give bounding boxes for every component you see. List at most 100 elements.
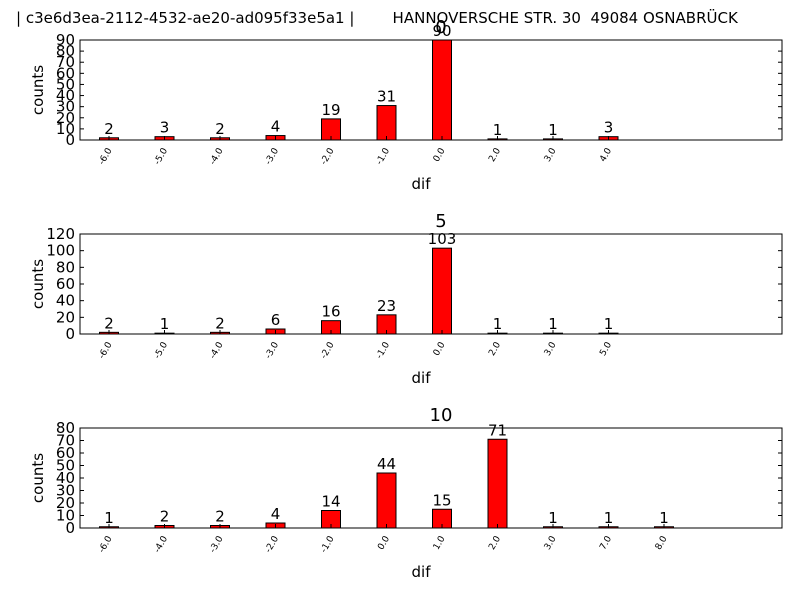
y-tick-label: 0 — [65, 131, 75, 149]
bar-value-label: 1 — [548, 121, 558, 139]
x-axis-label: dif — [412, 369, 432, 387]
bar-value-label: 1 — [104, 509, 114, 527]
x-tick-label: -2.0 — [319, 146, 337, 166]
bar-value-label: 44 — [377, 455, 396, 473]
x-tick-label: -3.0 — [264, 146, 282, 166]
bar-value-label: 23 — [377, 297, 396, 315]
y-tick-label: 0 — [65, 325, 75, 343]
bar-value-label: 2 — [215, 314, 225, 332]
bar-value-label: 4 — [271, 505, 281, 523]
x-tick-label: -5.0 — [153, 340, 171, 360]
y-tick-label: 10 — [56, 507, 75, 525]
bar-value-label: 90 — [432, 22, 451, 40]
x-tick-label: 2.0 — [487, 146, 503, 164]
x-tick-label: 0.0 — [432, 146, 448, 164]
y-axis-label: counts — [29, 453, 47, 503]
plot-frame — [79, 233, 783, 335]
bar-value-label: 2 — [215, 120, 225, 138]
bar-value-label: 2 — [104, 120, 114, 138]
y-tick-label: 80 — [56, 419, 75, 437]
x-tick-label: -1.0 — [319, 534, 337, 554]
x-axis-label: dif — [412, 563, 432, 581]
y-tick-label: 40 — [56, 87, 75, 105]
y-tick-label: 40 — [56, 292, 75, 310]
plot-frame — [79, 427, 783, 529]
x-tick-label: 7.0 — [598, 534, 614, 552]
x-tick-label: 0.0 — [432, 340, 448, 358]
subplot-1: 0 2 -6.0 3 -5.0 2 -4.0 4 -3.0 19 -2.0 3 1 -1.0 90 0.0 1 2… — [29, 17, 783, 193]
y-tick-label: 100 — [46, 242, 75, 260]
x-tick-label: -6.0 — [97, 146, 115, 166]
bar-value-label: 6 — [271, 311, 281, 329]
bar — [432, 39, 452, 141]
x-tick-label: -2.0 — [264, 534, 282, 554]
x-tick-label: 8.0 — [654, 534, 670, 552]
bar-value-label: 4 — [271, 118, 281, 136]
subplot-3: 101-6.02-4.02-3.04-2.014-1.0440.0151.071… — [29, 405, 783, 581]
bar-value-label: 15 — [432, 491, 451, 509]
x-tick-label: 3.0 — [543, 534, 559, 552]
bar-value-label: 3 — [604, 119, 614, 137]
x-tick-label: 2.0 — [487, 534, 503, 552]
bar-value-label: 1 — [493, 121, 503, 139]
bar-value-label: 1 — [493, 315, 503, 333]
x-tick-label: -1.0 — [375, 146, 393, 166]
y-axis-label: counts — [29, 259, 47, 309]
y-tick-label: 20 — [56, 494, 75, 512]
bar — [376, 105, 397, 141]
y-tick-label: 80 — [56, 258, 75, 276]
y-tick-label: 50 — [56, 75, 75, 93]
x-tick-label: -2.0 — [319, 340, 337, 360]
bar-value-label: 2 — [160, 508, 170, 526]
y-tick-label: 80 — [56, 42, 75, 60]
x-axis-label: dif — [412, 175, 432, 193]
x-tick-label: -1.0 — [375, 340, 393, 360]
x-tick-label: 3.0 — [543, 146, 559, 164]
x-tick-label: -4.0 — [208, 340, 226, 360]
y-tick-label: 10 — [56, 120, 75, 138]
subplot-title: 10 — [430, 405, 453, 426]
bar — [487, 438, 508, 529]
bar-value-label: 19 — [321, 101, 340, 119]
bar-value-label: 2 — [215, 508, 225, 526]
x-tick-label: 1.0 — [432, 534, 448, 552]
x-tick-label: 0.0 — [376, 534, 392, 552]
plot-frame — [79, 39, 783, 141]
figure-header: | c3e6d3ea-2112-4532-ae20-ad095f33e5a1 |… — [16, 9, 738, 27]
x-tick-label: 2.0 — [487, 340, 503, 358]
y-tick-label: 60 — [56, 64, 75, 82]
y-tick-label: 30 — [56, 98, 75, 116]
x-tick-label: 3.0 — [543, 340, 559, 358]
x-tick-label: 4.0 — [598, 146, 614, 164]
bar — [376, 472, 397, 529]
y-tick-label: 20 — [56, 109, 75, 127]
x-tick-label: -3.0 — [208, 534, 226, 554]
y-tick-label: 20 — [56, 308, 75, 326]
y-tick-label: 30 — [56, 482, 75, 500]
x-tick-label: 5.0 — [598, 340, 614, 358]
x-tick-label: -6.0 — [97, 534, 115, 554]
y-tick-label: 0 — [65, 519, 75, 537]
x-tick-label: -4.0 — [208, 146, 226, 166]
bar-value-label: 1 — [548, 509, 558, 527]
y-tick-label: 70 — [56, 432, 75, 450]
y-tick-label: 90 — [56, 31, 75, 49]
bar-value-label: 1 — [659, 509, 669, 527]
bar-value-label: 1 — [548, 315, 558, 333]
y-tick-label: 120 — [46, 225, 75, 243]
bar-value-label: 1 — [604, 509, 614, 527]
x-tick-label: -5.0 — [153, 146, 171, 166]
y-axis-label: counts — [29, 65, 47, 115]
y-tick-label: 50 — [56, 457, 75, 475]
subplot-title: 0 — [435, 17, 446, 38]
subplot-title: 5 — [435, 211, 446, 232]
bar-value-label: 71 — [488, 421, 507, 439]
y-tick-label: 60 — [56, 444, 75, 462]
bar-value-label: 103 — [428, 230, 457, 248]
subplot-2: 5 2 -6.0 1 -5.0 2 -4.0 6 -3.0 16 -2.0 23 -1.0 103 0.0 1… — [29, 211, 783, 387]
bar-value-label: 1 — [160, 315, 170, 333]
bar — [432, 247, 452, 335]
bar-value-label: 3 — [160, 119, 170, 137]
x-tick-label: -4.0 — [153, 534, 171, 554]
